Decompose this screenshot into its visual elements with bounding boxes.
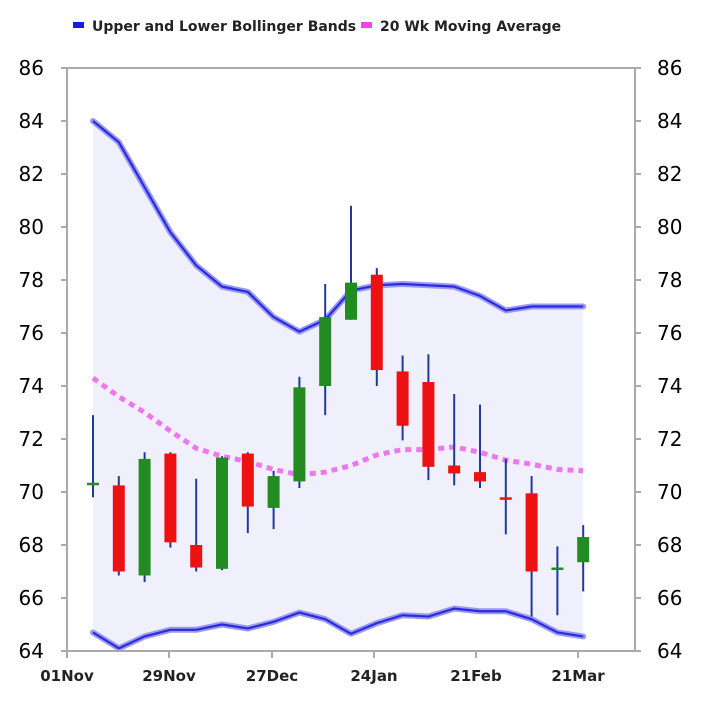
y-tick-label-right: 78 xyxy=(657,268,682,292)
candle-body xyxy=(87,482,99,486)
candle xyxy=(396,355,409,441)
candle xyxy=(190,478,203,572)
y-tick-label-right: 84 xyxy=(657,109,682,133)
candle xyxy=(319,283,332,416)
candle-body xyxy=(345,282,357,320)
y-tick-label-right: 66 xyxy=(657,586,682,610)
candle xyxy=(345,205,357,320)
candle xyxy=(448,393,461,486)
candle-body xyxy=(499,497,512,500)
candle-body xyxy=(112,485,125,572)
candle-body xyxy=(138,458,151,576)
x-axis: 01Nov 29Nov 27Dec 24Jan 21Feb 21Mar xyxy=(40,651,605,685)
y-tick-label-left: 86 xyxy=(19,56,44,80)
candles xyxy=(87,205,590,617)
y-tick-label-left: 78 xyxy=(19,268,44,292)
y-tick-label-right: 76 xyxy=(657,321,682,345)
candle-body xyxy=(577,537,590,563)
candle-body xyxy=(216,457,228,569)
y-tick-label-right: 72 xyxy=(657,427,682,451)
legend-swatch-bands xyxy=(73,22,84,28)
candle xyxy=(293,376,306,489)
lower-band-line xyxy=(92,607,584,650)
legend-swatch-moving-average xyxy=(361,22,372,28)
y-tick-label-left: 82 xyxy=(19,162,44,186)
y-tick-label-right: 68 xyxy=(657,533,682,557)
candle xyxy=(216,456,228,571)
candle-body xyxy=(319,317,332,386)
candle-body xyxy=(551,567,564,571)
candle xyxy=(138,452,151,583)
y-tick-label-right: 80 xyxy=(657,215,682,239)
candle xyxy=(112,476,125,576)
candle xyxy=(87,415,99,498)
upper-band-line xyxy=(92,120,584,333)
y-tick-label-right: 86 xyxy=(657,56,682,80)
candle-body xyxy=(370,274,383,371)
plot-frame xyxy=(66,67,636,652)
legend-label-moving-average: 20 Wk Moving Average xyxy=(380,19,561,35)
y-tick-label-right: 70 xyxy=(657,480,682,504)
candle-body xyxy=(164,453,177,543)
y-tick-label-right: 64 xyxy=(657,639,682,663)
candle xyxy=(422,354,435,481)
y-tick-label-left: 74 xyxy=(19,374,44,398)
y-tick-label-left: 68 xyxy=(19,533,44,557)
y-tick-label-left: 72 xyxy=(19,427,44,451)
candle-body xyxy=(396,371,409,426)
y-tick-label-right: 82 xyxy=(657,162,682,186)
y-tick-label-left: 80 xyxy=(19,215,44,239)
candle xyxy=(267,470,280,530)
x-tick-label: 24Jan xyxy=(350,667,397,685)
y-tick-label-left: 64 xyxy=(19,639,44,663)
moving-average-path xyxy=(91,376,584,478)
candle-body xyxy=(241,453,254,507)
candle-body xyxy=(474,472,486,482)
candle-body xyxy=(267,476,280,508)
bollinger-bands xyxy=(90,118,587,652)
candle xyxy=(551,546,564,616)
y-tick-label-left: 76 xyxy=(19,321,44,345)
x-tick-label: 29Nov xyxy=(142,667,196,685)
x-tick-label: 27Dec xyxy=(246,667,298,685)
band-fill xyxy=(93,121,584,649)
candle xyxy=(577,525,590,592)
candle xyxy=(241,452,254,534)
candle xyxy=(370,268,383,386)
candle-body xyxy=(525,493,538,572)
candle xyxy=(499,458,512,535)
candle-body xyxy=(422,382,435,467)
candle xyxy=(525,476,538,617)
y-tick-label-left: 84 xyxy=(19,109,44,133)
x-tick-label: 01Nov xyxy=(40,667,94,685)
candle-body xyxy=(293,387,306,482)
candle xyxy=(474,404,486,489)
moving-average-line xyxy=(91,376,584,478)
y-tick-label-left: 66 xyxy=(19,586,44,610)
candle xyxy=(164,452,177,548)
y-axis-right: 64 66 68 70 72 74 76 78 80 82 84 86 xyxy=(635,56,682,663)
legend: Upper and Lower Bollinger Bands 20 Wk Mo… xyxy=(73,19,561,35)
candle-body xyxy=(190,545,203,568)
legend-label-bands: Upper and Lower Bollinger Bands xyxy=(92,19,356,35)
x-tick-label: 21Feb xyxy=(450,667,502,685)
y-axis-left: 64 66 68 70 72 74 76 78 80 82 84 86 xyxy=(19,56,67,663)
x-tick-label: 21Mar xyxy=(551,667,605,685)
y-tick-label-right: 74 xyxy=(657,374,682,398)
y-tick-label-left: 70 xyxy=(19,480,44,504)
candle-body xyxy=(448,465,461,474)
